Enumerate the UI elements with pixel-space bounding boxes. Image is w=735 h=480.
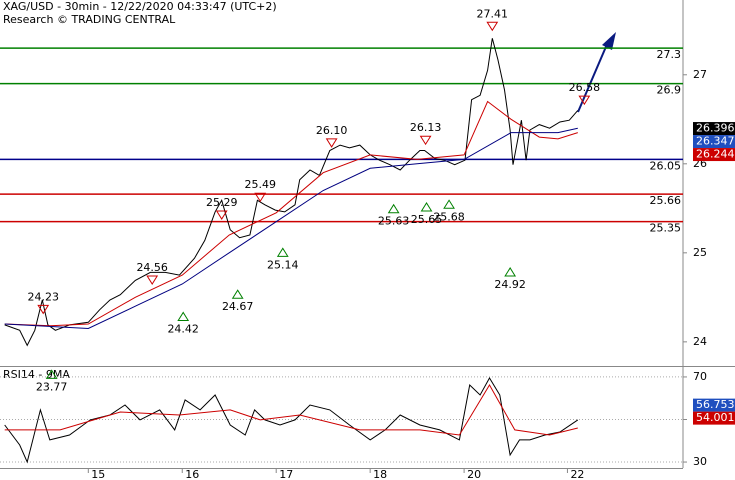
x-tick-label: 18 — [373, 468, 387, 480]
low-label: 25.14 — [267, 258, 299, 271]
level-label: 26.9 — [657, 84, 682, 97]
x-tick-label: 16 — [185, 468, 199, 480]
series-line — [4, 384, 578, 436]
last-value-label: 26.396 — [696, 122, 735, 135]
chart-title: XAG/USD - 30min - 12/22/2020 04:33:47 (U… — [3, 0, 277, 13]
low-label: 25.63 — [378, 215, 410, 228]
last-value-label: 54.0012 — [696, 411, 735, 424]
last-value-box — [693, 135, 735, 149]
high-marker — [486, 21, 499, 32]
y-tick-label: 27 — [693, 68, 707, 81]
high-marker — [325, 138, 338, 148]
series-line — [4, 377, 579, 464]
low-label: 23.77 — [36, 380, 68, 393]
low-marker — [420, 202, 433, 212]
last-value-label: 56.7533 — [696, 398, 735, 411]
high-marker — [215, 210, 228, 220]
low-marker — [443, 199, 455, 209]
chart-subtitle: Research © TRADING CENTRAL — [3, 13, 176, 26]
x-tick-label: 20 — [467, 468, 481, 480]
last-value-box — [693, 122, 735, 136]
indicator-title: RSI14 - 9MA — [3, 368, 70, 381]
high-label: 25.29 — [206, 196, 238, 209]
x-tick-label: 22 — [570, 468, 584, 480]
low-marker — [387, 203, 400, 214]
low-label: 24.42 — [167, 322, 199, 335]
level-label: 25.35 — [650, 222, 682, 235]
low-label: 24.67 — [222, 300, 254, 313]
high-label: 26.58 — [569, 81, 601, 94]
high-marker — [254, 192, 267, 203]
low-label: 25.68 — [433, 210, 465, 223]
forecast-arrow — [577, 41, 609, 113]
high-marker — [146, 275, 159, 285]
x-tick-label: 17 — [279, 468, 293, 480]
series-line — [4, 100, 578, 327]
y-tick-label: 30 — [693, 455, 707, 468]
x-tick-label: 15 — [91, 468, 105, 480]
y-tick-label: 70 — [693, 370, 707, 383]
high-marker — [419, 135, 432, 146]
low-marker — [231, 289, 244, 299]
y-tick-label: 24 — [693, 335, 707, 348]
low-marker — [276, 247, 289, 257]
low-marker — [177, 311, 190, 321]
high-label: 24.56 — [136, 261, 168, 274]
last-value-label: 26.3474 — [696, 135, 735, 148]
high-label: 27.41 — [477, 7, 509, 20]
series-line — [4, 127, 578, 330]
low-marker — [504, 267, 517, 277]
low-label: 24.92 — [494, 278, 526, 291]
level-label: 27.3 — [657, 48, 682, 61]
high-label: 24.23 — [27, 290, 59, 303]
low-label: 25.65 — [411, 213, 443, 226]
last-value-box — [693, 398, 735, 412]
high-label: 26.10 — [316, 124, 348, 137]
high-marker — [578, 95, 591, 106]
high-marker — [37, 304, 50, 315]
high-label: 26.13 — [410, 121, 442, 134]
y-tick-label: 25 — [693, 246, 707, 259]
level-label: 25.66 — [650, 194, 682, 207]
high-label: 25.49 — [244, 178, 276, 191]
level-label: 26.05 — [650, 159, 682, 172]
last-value-box — [693, 148, 735, 162]
low-marker — [45, 369, 58, 379]
last-value-box — [693, 411, 735, 425]
forecast-arrow-head — [602, 32, 616, 50]
